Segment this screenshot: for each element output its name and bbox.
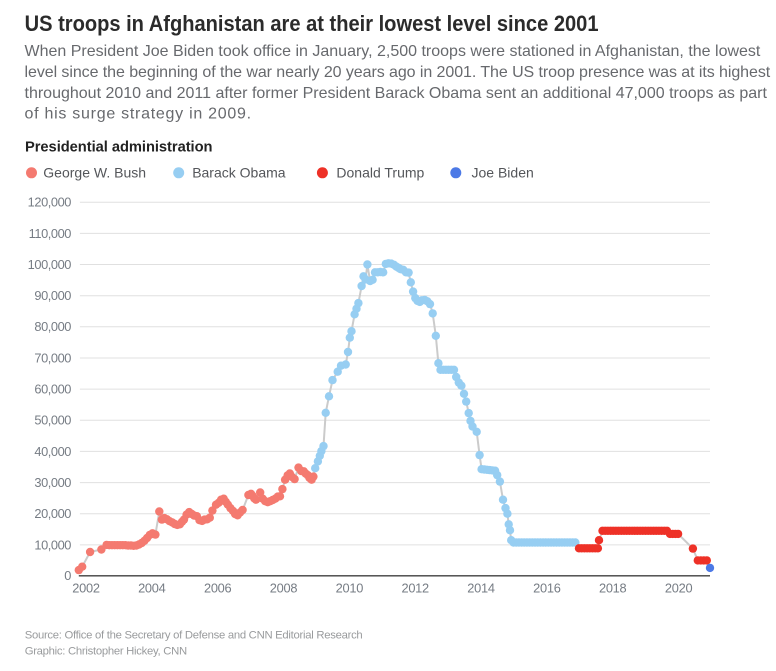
svg-text:2016: 2016 bbox=[533, 581, 561, 596]
svg-text:30,000: 30,000 bbox=[34, 475, 71, 490]
svg-text:of his surge strategy in 2009.: of his surge strategy in 2009. bbox=[25, 106, 252, 123]
svg-text:2020: 2020 bbox=[665, 581, 693, 596]
svg-text:When President Joe Biden took: When President Joe Biden took office in … bbox=[25, 43, 761, 60]
svg-text:Graphic: Christopher Hickey, C: Graphic: Christopher Hickey, CNN bbox=[25, 645, 187, 657]
svg-text:2012: 2012 bbox=[401, 581, 429, 596]
svg-text:2014: 2014 bbox=[467, 581, 495, 596]
svg-text:2008: 2008 bbox=[270, 581, 298, 596]
svg-text:2010: 2010 bbox=[336, 581, 364, 596]
svg-text:2004: 2004 bbox=[138, 581, 166, 596]
svg-text:2018: 2018 bbox=[599, 581, 627, 596]
svg-text:2002: 2002 bbox=[72, 581, 100, 596]
svg-text:120,000: 120,000 bbox=[28, 195, 72, 210]
svg-text:50,000: 50,000 bbox=[34, 413, 71, 428]
svg-text:0: 0 bbox=[64, 568, 71, 583]
svg-text:Source: Office of the Secretar: Source: Office of the Secretary of Defen… bbox=[25, 630, 363, 642]
svg-text:US troops in Afghanistan are a: US troops in Afghanistan are at their lo… bbox=[25, 11, 599, 36]
svg-text:70,000: 70,000 bbox=[34, 350, 71, 365]
svg-text:level since the beginning of t: level since the beginning of the war nea… bbox=[25, 64, 771, 81]
svg-text:80,000: 80,000 bbox=[34, 319, 71, 334]
svg-text:Presidential administration: Presidential administration bbox=[25, 140, 213, 156]
svg-text:Donald Trump: Donald Trump bbox=[336, 164, 424, 180]
svg-text:90,000: 90,000 bbox=[34, 288, 71, 303]
svg-text:60,000: 60,000 bbox=[34, 382, 71, 397]
svg-text:2006: 2006 bbox=[204, 581, 232, 596]
svg-text:100,000: 100,000 bbox=[28, 257, 72, 272]
svg-text:10,000: 10,000 bbox=[34, 537, 71, 552]
svg-text:20,000: 20,000 bbox=[34, 506, 71, 521]
svg-text:40,000: 40,000 bbox=[34, 444, 71, 459]
svg-text:Joe Biden: Joe Biden bbox=[472, 164, 534, 180]
svg-text:110,000: 110,000 bbox=[29, 226, 72, 241]
svg-text:Barack Obama: Barack Obama bbox=[192, 164, 286, 180]
svg-text:throughout 2010 and 2011 after: throughout 2010 and 2011 after former Pr… bbox=[25, 85, 768, 102]
svg-text:George W. Bush: George W. Bush bbox=[43, 164, 146, 180]
